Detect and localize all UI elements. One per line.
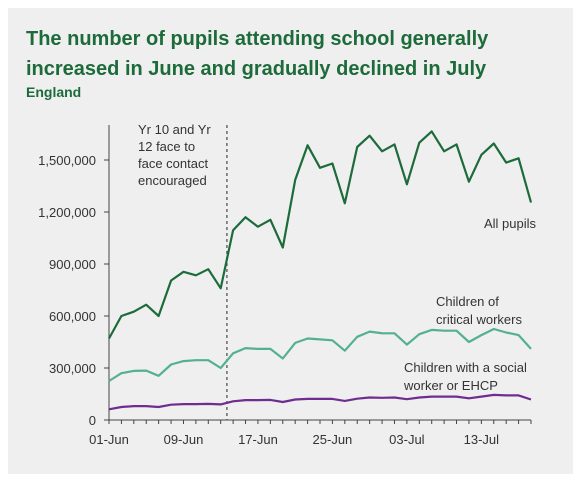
- x-tick-label: 13-Jul: [464, 432, 500, 447]
- series-label-3: Children with a social: [404, 360, 527, 375]
- series-label-2: critical workers: [436, 312, 522, 327]
- x-tick-label: 03-Jul: [389, 432, 425, 447]
- annotation-text: 12 face to: [138, 139, 195, 154]
- series-label-1: All pupils: [484, 216, 537, 231]
- y-tick-label: 1,500,000: [38, 153, 96, 168]
- series-label-3: worker or EHCP: [403, 378, 498, 393]
- annotation-text: encouraged: [138, 173, 207, 188]
- annotation-text: face contact: [138, 156, 208, 171]
- series-line-3: [108, 393, 532, 411]
- x-tick-label: 01-Jun: [89, 432, 129, 447]
- chart-title: The number of pupils attending school ge…: [26, 28, 489, 80]
- y-tick-label: 300,000: [49, 361, 96, 376]
- y-tick-label: 0: [89, 413, 96, 428]
- chart-subtitle: England: [26, 84, 82, 100]
- series-line-2: [108, 327, 532, 382]
- y-tick-label: 900,000: [49, 257, 96, 272]
- annotation-text: Yr 10 and Yr: [138, 122, 211, 137]
- series-line-1: [108, 130, 533, 340]
- series-label-2: Children of: [436, 294, 499, 309]
- x-tick-label: 09-Jun: [164, 432, 204, 447]
- x-tick-label: 17-Jun: [238, 432, 278, 447]
- y-tick-label: 1,200,000: [38, 205, 96, 220]
- x-tick-label: 25-Jun: [313, 432, 353, 447]
- y-tick-label: 600,000: [49, 309, 96, 324]
